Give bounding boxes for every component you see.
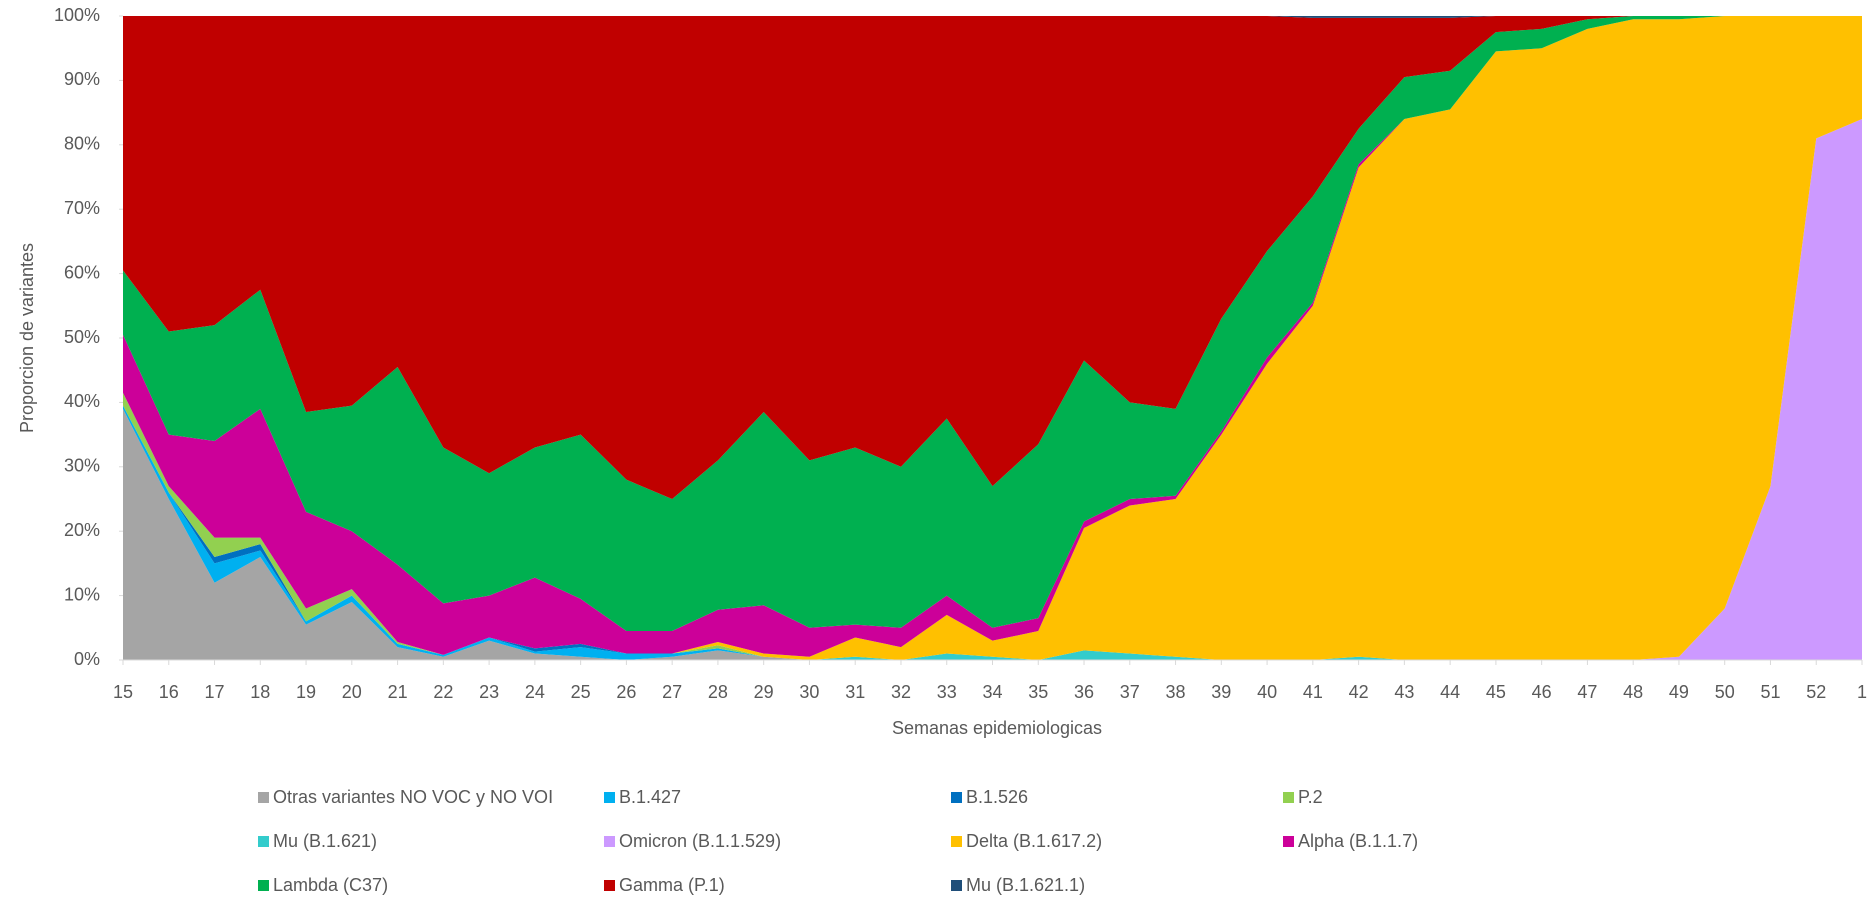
x-tick-label: 24 — [525, 682, 545, 702]
x-tick-label: 47 — [1577, 682, 1597, 702]
x-tick-label: 37 — [1120, 682, 1140, 702]
y-tick-label: 60% — [64, 262, 100, 282]
x-tick-label: 44 — [1440, 682, 1460, 702]
x-tick-label: 17 — [205, 682, 225, 702]
legend-swatch — [258, 792, 269, 803]
x-tick-label: 49 — [1669, 682, 1689, 702]
x-tick-label: 43 — [1394, 682, 1414, 702]
legend-label: Mu (B.1.621) — [273, 831, 377, 851]
x-tick-label: 31 — [845, 682, 865, 702]
x-tick-label: 27 — [662, 682, 682, 702]
y-tick-label: 10% — [64, 584, 100, 604]
x-tick-label: 41 — [1303, 682, 1323, 702]
x-tick-label: 48 — [1623, 682, 1643, 702]
area — [123, 16, 1862, 499]
legend-label: Delta (B.1.617.2) — [966, 831, 1102, 851]
area — [123, 16, 1862, 18]
legend-swatch — [951, 792, 962, 803]
area — [123, 16, 1862, 657]
y-tick-label: 0% — [74, 649, 100, 669]
area — [123, 16, 1862, 660]
x-tick-label: 51 — [1760, 682, 1780, 702]
x-tick-label: 29 — [754, 682, 774, 702]
x-tick-label: 45 — [1486, 682, 1506, 702]
x-axis-title: Semanas epidemiologicas — [892, 718, 1102, 738]
x-tick-label: 22 — [433, 682, 453, 702]
y-tick-label: 50% — [64, 327, 100, 347]
y-tick-label: 80% — [64, 134, 100, 154]
x-tick-label: 28 — [708, 682, 728, 702]
area — [123, 408, 1862, 660]
x-tick-label: 35 — [1028, 682, 1048, 702]
legend-swatch — [1283, 792, 1294, 803]
y-tick-label: 20% — [64, 520, 100, 540]
y-tick-label: 100% — [54, 5, 100, 25]
x-tick-label: 25 — [571, 682, 591, 702]
legend-swatch — [1283, 836, 1294, 847]
x-tick-label: 38 — [1166, 682, 1186, 702]
x-tick-label: 19 — [296, 682, 316, 702]
legend-swatch — [604, 880, 615, 891]
legend-label: Gamma (P.1) — [619, 875, 725, 895]
legend-swatch — [951, 880, 962, 891]
legend-label: P.2 — [1298, 787, 1323, 807]
legend-label: B.1.427 — [619, 787, 681, 807]
y-tick-label: 30% — [64, 456, 100, 476]
x-tick-label: 36 — [1074, 682, 1094, 702]
legend-swatch — [258, 836, 269, 847]
x-tick-label: 42 — [1349, 682, 1369, 702]
x-tick-label: 39 — [1211, 682, 1231, 702]
x-tick-label: 46 — [1532, 682, 1552, 702]
x-tick-label: 20 — [342, 682, 362, 702]
x-tick-label: 33 — [937, 682, 957, 702]
x-tick-label: 30 — [799, 682, 819, 702]
x-tick-label: 40 — [1257, 682, 1277, 702]
y-axis-title: Proporcion de variantes — [17, 243, 37, 433]
x-tick-label: 16 — [159, 682, 179, 702]
legend-label: Alpha (B.1.1.7) — [1298, 831, 1418, 851]
legend-label: B.1.526 — [966, 787, 1028, 807]
x-tick-label: 50 — [1715, 682, 1735, 702]
legend-swatch — [951, 836, 962, 847]
legend-label: Otras variantes NO VOC y NO VOI — [273, 787, 553, 807]
x-tick-label: 26 — [616, 682, 636, 702]
x-tick-label: 23 — [479, 682, 499, 702]
y-tick-label: 40% — [64, 391, 100, 411]
x-tick-label: 52 — [1806, 682, 1826, 702]
area — [123, 16, 1862, 632]
legend-label: Lambda (C37) — [273, 875, 388, 895]
x-tick-label: 34 — [982, 682, 1002, 702]
legend-swatch — [604, 836, 615, 847]
x-tick-label: 1 — [1857, 682, 1867, 702]
legend-label: Mu (B.1.621.1) — [966, 875, 1085, 895]
legend-swatch — [258, 880, 269, 891]
y-tick-label: 70% — [64, 198, 100, 218]
x-tick-label: 32 — [891, 682, 911, 702]
legend-label: Omicron (B.1.1.529) — [619, 831, 781, 851]
x-tick-label: 21 — [388, 682, 408, 702]
legend-swatch — [604, 792, 615, 803]
y-tick-label: 90% — [64, 69, 100, 89]
x-tick-label: 15 — [113, 682, 133, 702]
plot-area — [123, 16, 1862, 661]
x-tick-label: 18 — [250, 682, 270, 702]
